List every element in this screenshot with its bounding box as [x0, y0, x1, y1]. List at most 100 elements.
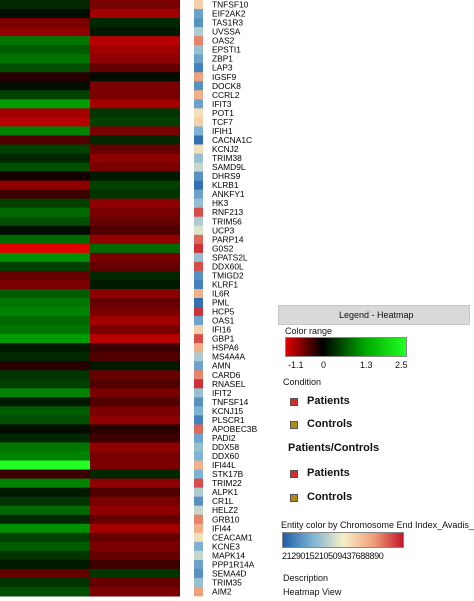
- gene-label: IFIT2: [212, 388, 232, 398]
- patients-cell-trim35: [0, 577, 90, 588]
- patients-cell-oas1: [0, 316, 90, 326]
- controls-cell-ifit2: [90, 388, 180, 398]
- controls-cell-rnasel: [90, 379, 180, 389]
- chromosome-cell-oas1: [194, 316, 203, 326]
- controls-cell-plscr1: [90, 415, 180, 425]
- gene-label: UCP3: [212, 225, 235, 235]
- group-label: Patients/Controls: [288, 442, 380, 454]
- gene-label: EIF2AK2: [212, 9, 246, 19]
- chromosome-cell-il6r: [194, 288, 203, 299]
- gene-label: HCP5: [212, 307, 235, 317]
- gene-label: GRB10: [212, 514, 240, 524]
- patients-cell-klrf1: [0, 279, 90, 290]
- chromosome-cell-tnfsf14: [194, 397, 203, 407]
- patients-cell-padi2: [0, 433, 90, 443]
- chromosome-cell-trim56: [194, 216, 203, 227]
- gene-label: IFIH1: [212, 126, 233, 136]
- chromosome-cell-alpk1: [194, 487, 203, 497]
- color-tick-high: 1.3: [360, 360, 373, 370]
- controls-cell-il6r: [90, 288, 180, 299]
- condition-label: Condition: [283, 377, 322, 387]
- chromosome-cell-tcf7: [194, 117, 203, 127]
- patients-cell-parp14: [0, 234, 90, 245]
- patients-cell-rnasel: [0, 379, 90, 389]
- controls-cell-pot1: [90, 108, 180, 118]
- chromosome-cell-stk17b: [194, 469, 203, 479]
- chromosome-cell-padi2: [194, 433, 203, 443]
- chromosome-color-bar: [194, 0, 203, 597]
- patients-cell-rnf213: [0, 207, 90, 218]
- gene-label: TRIM38: [212, 153, 242, 163]
- controls-cell-ifi16: [90, 325, 180, 335]
- gene-label: KCNJ15: [212, 406, 244, 416]
- chromosome-cell-ifi16: [194, 325, 203, 335]
- controls-cell-ddx60l: [90, 261, 180, 272]
- chromosome-cell-ccrl2: [194, 90, 203, 100]
- chromosome-cell-parp14: [194, 234, 203, 245]
- gene-label: CARD6: [212, 370, 241, 380]
- controls-label-2: Controls: [307, 491, 353, 503]
- patients-cell-aim2: [0, 586, 90, 597]
- gene-label: OAS2: [212, 36, 235, 46]
- chromosome-cell-gbp1: [194, 334, 203, 344]
- chromosome-cell-hspa6: [194, 343, 203, 353]
- controls-cell-igsf9: [90, 72, 180, 82]
- gene-label: ALPK1: [212, 487, 238, 497]
- chromosome-cell-zbp1: [194, 54, 203, 64]
- controls-cell-alpk1: [90, 487, 180, 498]
- chromosome-cell-aim2: [194, 586, 203, 597]
- entity-color-label: Entity color by Chromosome End Index_Ava…: [281, 520, 474, 530]
- gene-label: IFI44L: [212, 460, 236, 470]
- chromosome-cell-g0s2: [194, 243, 203, 254]
- controls-cell-ifi44: [90, 523, 180, 534]
- patients-cell-ccrl2: [0, 90, 90, 100]
- controls-cell-klrf1: [90, 279, 180, 290]
- controls-cell-sema4d: [90, 568, 180, 579]
- gene-label: IGSF9: [212, 72, 237, 82]
- controls-cell-ankfy1: [90, 189, 180, 200]
- patients-cell-igsf9: [0, 72, 90, 82]
- gene-label: HELZ2: [212, 505, 238, 515]
- gene-label: TCF7: [212, 117, 233, 127]
- controls-cell-ucp3: [90, 225, 180, 236]
- chromosome-cell-ddx60: [194, 451, 203, 461]
- chromosome-cell-cr1l: [194, 496, 203, 506]
- chromosome-cell-klrf1: [194, 279, 203, 290]
- patients-label-2: Patients: [307, 467, 350, 479]
- gene-label: DDX60L: [212, 261, 244, 271]
- controls-cell-pml: [90, 298, 180, 308]
- gene-label: APOBEC3B: [212, 424, 258, 434]
- chromosome-cell-klrb1: [194, 180, 203, 190]
- legend-header[interactable]: Legend - Heatmap: [278, 305, 470, 325]
- gene-label: DHRS9: [212, 171, 241, 181]
- gene-label: LAP3: [212, 63, 233, 73]
- patients-cell-ddx60: [0, 451, 90, 462]
- controls-cell-ddx58: [90, 442, 180, 453]
- chromosome-cell-ifi44: [194, 523, 203, 534]
- patients-cell-ucp3: [0, 225, 90, 236]
- controls-swatch: [290, 421, 298, 429]
- controls-swatch-2: [290, 494, 298, 502]
- gene-label: CCRL2: [212, 90, 240, 100]
- chromosome-cell-grb10: [194, 514, 203, 525]
- gene-label: CEACAM1: [212, 532, 253, 542]
- chromosome-cell-mapk14: [194, 550, 203, 561]
- chromosome-cell-sema4d: [194, 568, 203, 579]
- patients-cell-ifi44: [0, 523, 90, 534]
- controls-cell-ifih1: [90, 126, 180, 136]
- patients-cell-grb10: [0, 514, 90, 525]
- controls-cell-ifi44l: [90, 460, 180, 471]
- entity-color-bar: [282, 532, 404, 548]
- controls-cell-ms4a4a: [90, 352, 180, 362]
- controls-cell-ccrl2: [90, 90, 180, 100]
- chromosome-cell-ucp3: [194, 225, 203, 236]
- patients-cell-il6r: [0, 288, 90, 299]
- chromosome-cell-ifih1: [194, 126, 203, 136]
- patients-cell-helz2: [0, 505, 90, 516]
- chromosome-cell-amn: [194, 361, 203, 371]
- patients-cell-hspa6: [0, 343, 90, 353]
- chromosome-cell-dock8: [194, 81, 203, 91]
- controls-cell-zbp1: [90, 54, 180, 64]
- chromosome-cell-trim35: [194, 577, 203, 588]
- gene-label: OAS1: [212, 316, 235, 326]
